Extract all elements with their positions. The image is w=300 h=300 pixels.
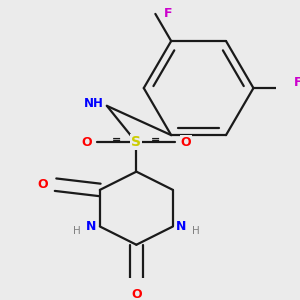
Text: N: N [176,220,187,233]
Text: O: O [131,288,142,300]
Text: =: = [151,134,160,144]
Text: S: S [131,135,141,149]
Text: O: O [38,178,48,191]
Text: NH: NH [84,97,104,110]
Text: O: O [181,136,191,149]
Text: F: F [164,8,172,20]
Text: H: H [192,226,200,236]
Text: =: = [112,134,122,144]
Text: F: F [293,76,300,89]
Text: H: H [73,226,80,236]
Text: N: N [86,220,97,233]
Text: O: O [82,136,92,149]
